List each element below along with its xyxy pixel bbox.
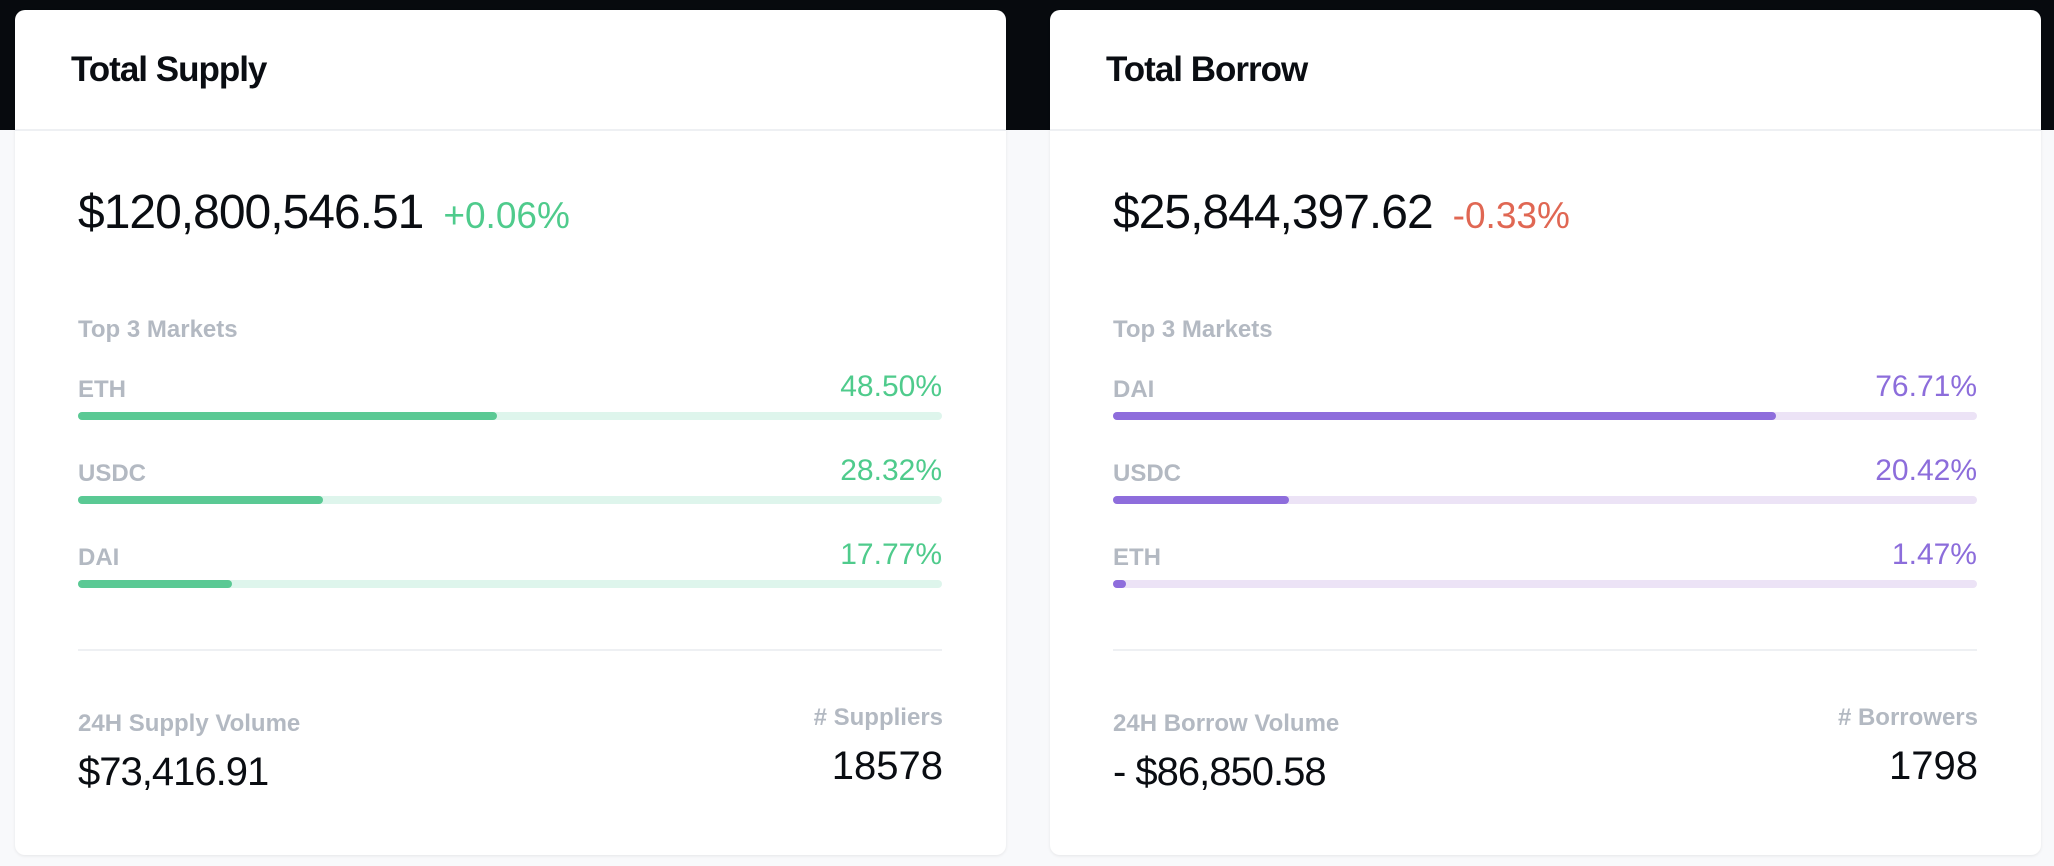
- total-amount-row: $25,844,397.62 -0.33%: [1113, 185, 1570, 240]
- market-row[interactable]: ETH 48.50%: [78, 370, 942, 430]
- market-name: USDC: [1113, 460, 1182, 487]
- market-bar-fill: [78, 496, 323, 504]
- market-bar-fill: [78, 412, 498, 420]
- market-row[interactable]: DAI 76.71%: [1113, 370, 1977, 430]
- borrow-volume-value: - $86,850.58: [1113, 750, 1327, 794]
- total-supply-change: +0.06%: [443, 195, 570, 236]
- divider: [78, 649, 942, 651]
- market-bar-track: [78, 496, 942, 504]
- total-borrow-card: Total Borrow $25,844,397.62 -0.33% Top 3…: [1050, 10, 2041, 855]
- volume-label: 24H Supply Volume: [78, 710, 301, 737]
- market-row[interactable]: DAI 17.77%: [78, 538, 942, 598]
- market-bar-track: [78, 412, 942, 420]
- market-bar-track: [1113, 412, 1977, 420]
- top-markets-label: Top 3 Markets: [1113, 316, 1273, 343]
- market-name: ETH: [78, 376, 126, 403]
- market-bar-fill: [1113, 580, 1126, 588]
- card-title: Total Supply: [71, 50, 267, 89]
- market-percent: 1.47%: [1891, 538, 1977, 571]
- market-percent: 76.71%: [1875, 370, 1977, 403]
- total-supply-card: Total Supply $120,800,546.51 +0.06% Top …: [15, 10, 1006, 855]
- market-percent: 48.50%: [840, 370, 942, 403]
- divider: [1113, 649, 1977, 651]
- suppliers-count: 18578: [831, 744, 943, 788]
- borrowers-label: # Borrowers: [1837, 704, 1978, 731]
- market-percent: 28.32%: [840, 454, 942, 487]
- market-bar-fill: [78, 580, 232, 588]
- volume-label: 24H Borrow Volume: [1113, 710, 1340, 737]
- market-row[interactable]: USDC 20.42%: [1113, 454, 1977, 514]
- market-percent: 17.77%: [840, 538, 942, 571]
- market-bar-track: [78, 580, 942, 588]
- top-markets-label: Top 3 Markets: [78, 316, 238, 343]
- total-borrow-change: -0.33%: [1452, 195, 1570, 236]
- total-borrow-amount: $25,844,397.62: [1113, 186, 1434, 239]
- market-name: USDC: [78, 460, 147, 487]
- market-bar-fill: [1113, 412, 1776, 420]
- borrowers-count: 1798: [1889, 744, 1978, 788]
- total-supply-amount: $120,800,546.51: [78, 186, 424, 239]
- market-bar-fill: [1113, 496, 1290, 504]
- card-header: Total Borrow: [1050, 10, 2041, 131]
- total-amount-row: $120,800,546.51 +0.06%: [78, 185, 570, 240]
- market-name: ETH: [1113, 544, 1161, 571]
- market-bar-track: [1113, 580, 1977, 588]
- card-header: Total Supply: [15, 10, 1006, 131]
- market-bar-track: [1113, 496, 1977, 504]
- market-name: DAI: [1113, 376, 1155, 403]
- market-row[interactable]: USDC 28.32%: [78, 454, 942, 514]
- suppliers-label: # Suppliers: [813, 704, 943, 731]
- card-title: Total Borrow: [1106, 50, 1308, 89]
- supply-volume-value: $73,416.91: [78, 750, 269, 794]
- market-name: DAI: [78, 544, 120, 571]
- market-percent: 20.42%: [1875, 454, 1977, 487]
- market-row[interactable]: ETH 1.47%: [1113, 538, 1977, 598]
